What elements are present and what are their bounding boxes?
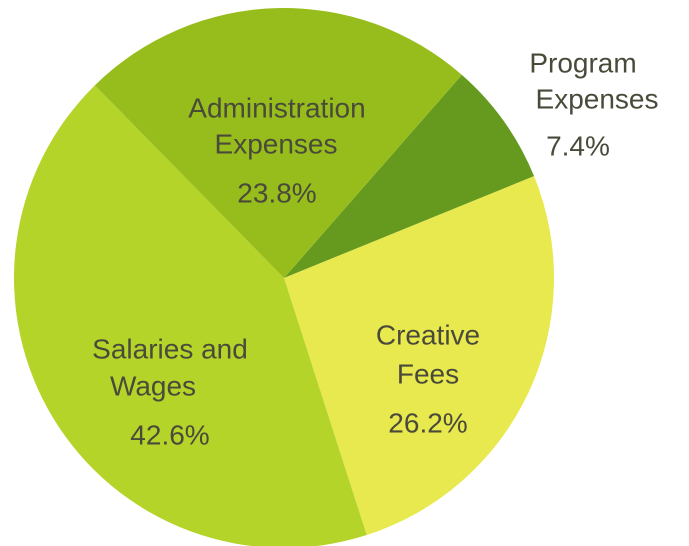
pie-slice — [284, 176, 555, 536]
slice-label: Expenses — [215, 128, 338, 159]
slice-label: Program — [529, 47, 636, 78]
value-label: 23.8% — [237, 177, 316, 208]
value-label: 26.2% — [388, 407, 467, 438]
slice-label: Expenses — [536, 83, 659, 114]
slice-label: Salaries and — [92, 333, 248, 364]
pie-slice — [94, 7, 462, 279]
slice-label: Wages — [110, 370, 196, 401]
pie-slice — [284, 74, 535, 278]
slice-label: Fees — [397, 358, 459, 389]
value-label: 7.4% — [546, 130, 610, 161]
pie-slice — [14, 85, 367, 546]
slice-label: Administration — [188, 92, 365, 123]
slice-label: Creative — [376, 319, 480, 350]
value-label: 42.6% — [130, 419, 209, 450]
